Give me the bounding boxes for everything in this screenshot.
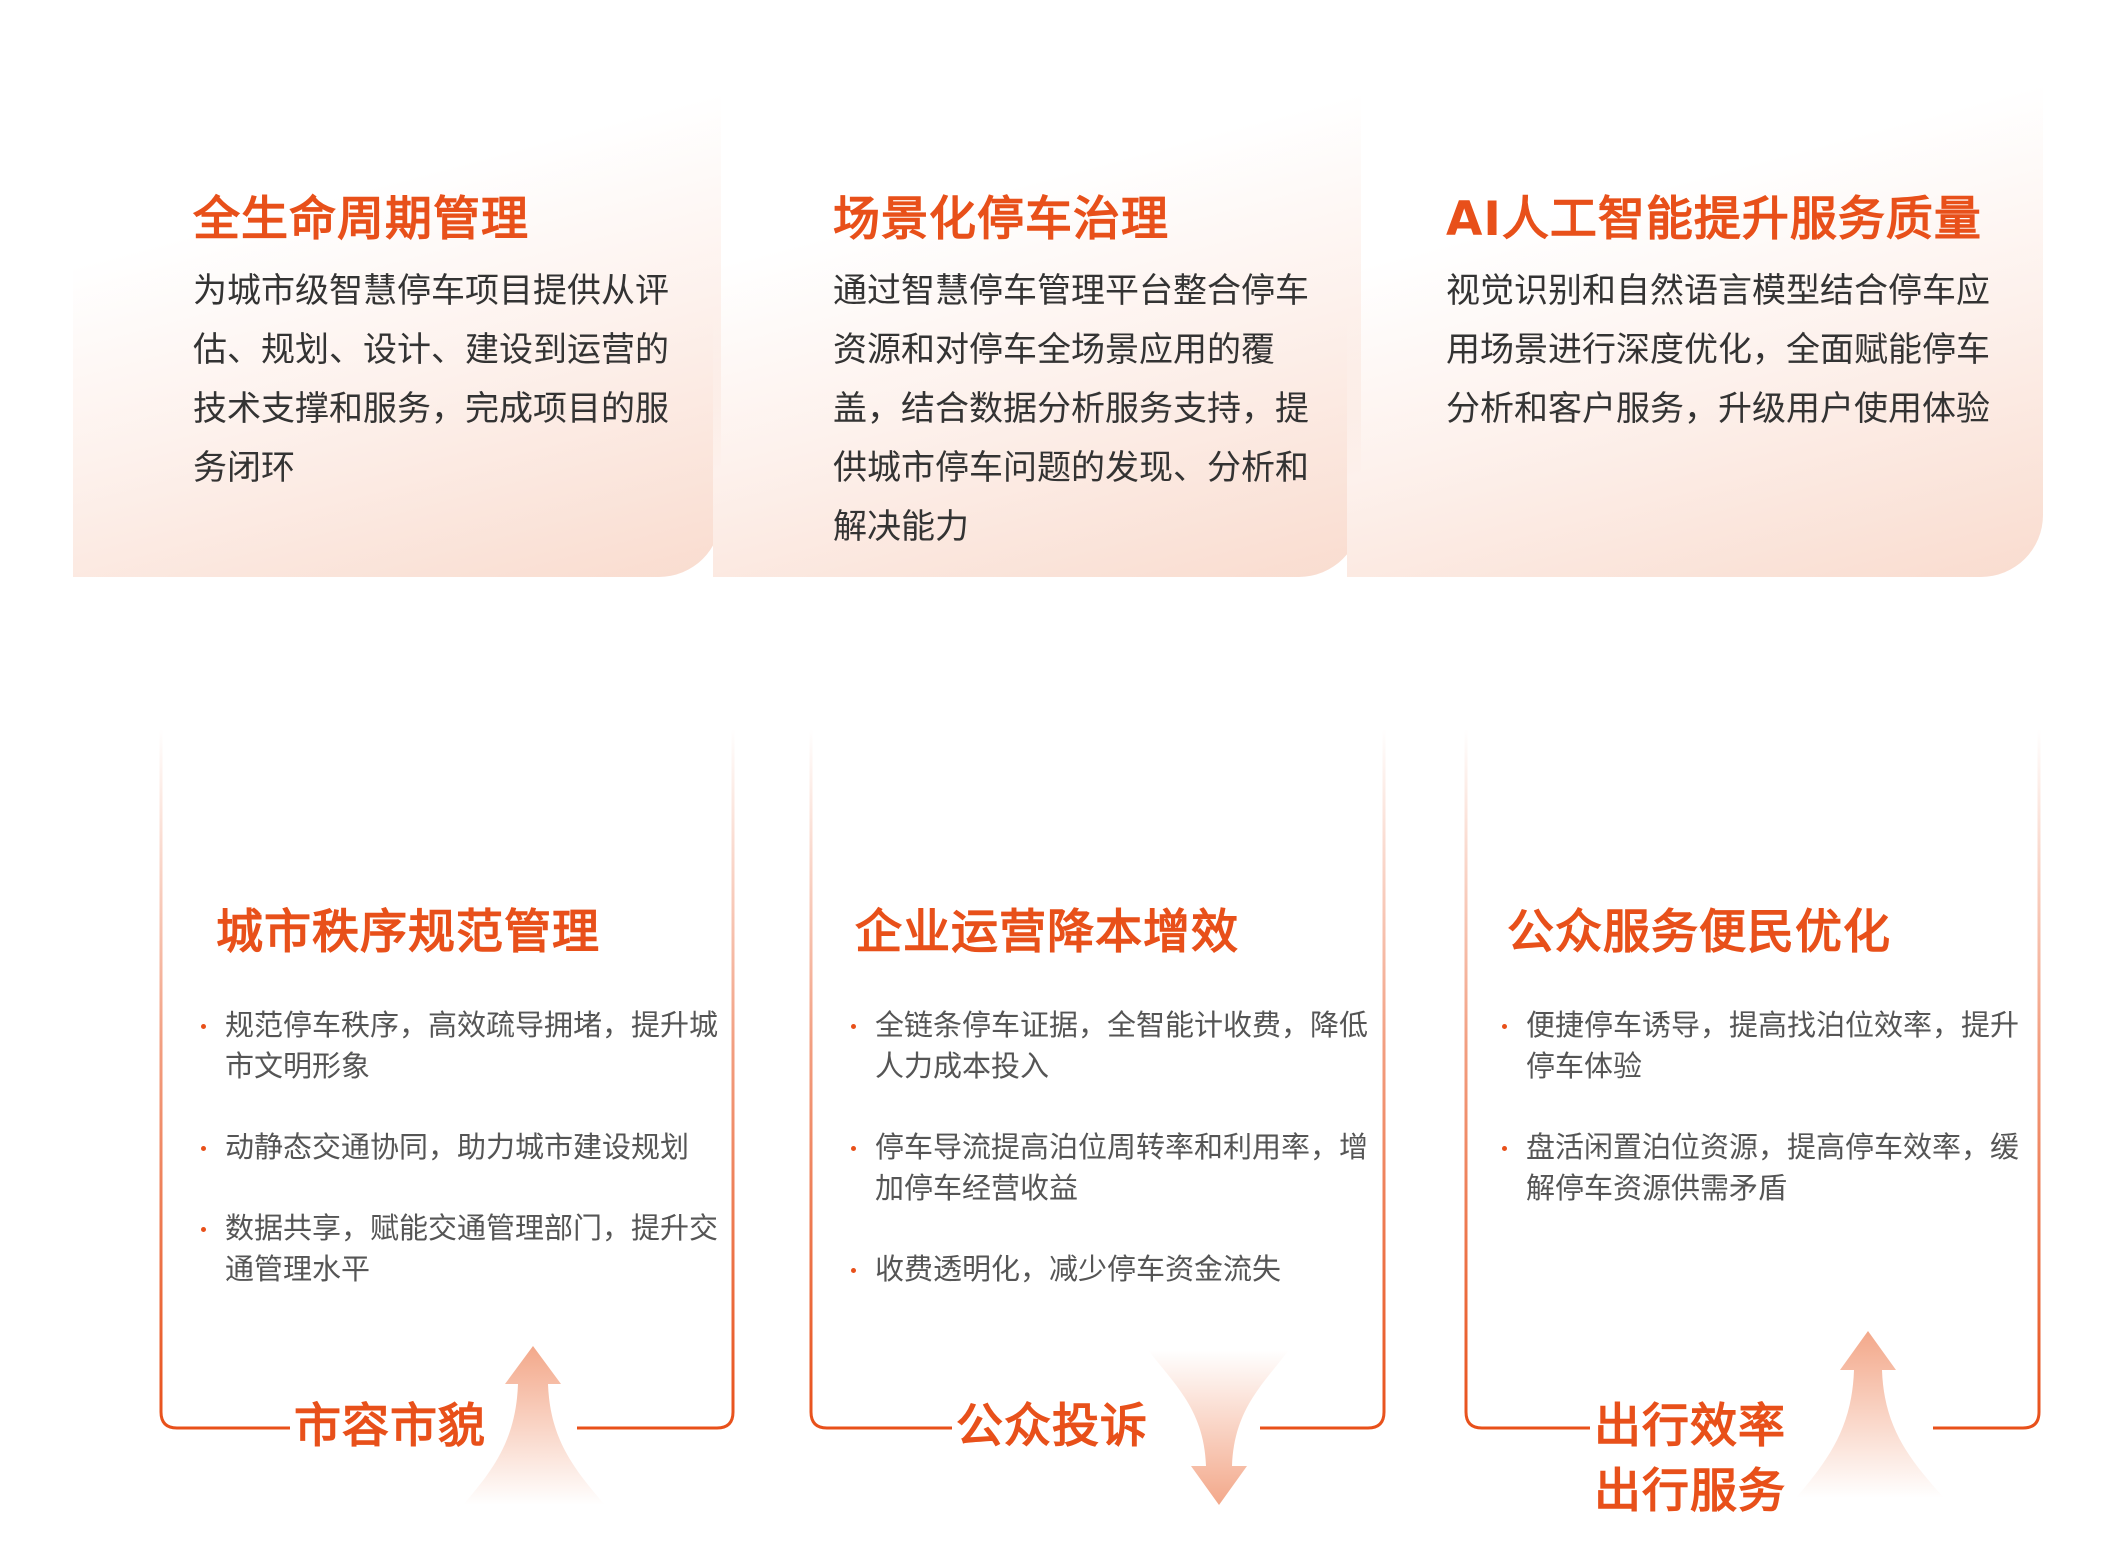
card-title: 全生命周期管理	[193, 192, 529, 247]
box-title: 城市秩序规范管理	[216, 905, 600, 960]
list-item: 全链条停车证据，全智能计收费，降低人力成本投入	[851, 1005, 1371, 1087]
feature-card-1	[73, 58, 721, 577]
list-item: 规范停车秩序，高效疏导拥堵，提升城市文明形象	[201, 1005, 721, 1087]
box-title: 公众服务便民优化	[1507, 905, 1891, 960]
frame-box-1-right	[577, 729, 735, 1430]
down-arrow-icon	[1148, 1350, 1289, 1505]
list-item: 动静态交通协同，助力城市建设规划	[201, 1127, 721, 1168]
benefit-list: 便捷停车诱导，提高找泊位效率，提升停车体验 盘活闲置泊位资源，提高停车效率，缓解…	[1502, 1005, 2022, 1249]
box-title: 企业运营降本增效	[855, 905, 1239, 960]
frame-box-3-left	[1464, 729, 1590, 1430]
frame-box-2-right	[1260, 729, 1386, 1430]
footer-label-2: 出行服务	[1594, 1464, 1786, 1519]
benefit-list: 全链条停车证据，全智能计收费，降低人力成本投入 停车导流提高泊位周转率和利用率，…	[851, 1005, 1371, 1330]
list-item: 便捷停车诱导，提高找泊位效率，提升停车体验	[1502, 1005, 2022, 1087]
frame-box-3-right	[1933, 729, 2041, 1430]
feature-card-3	[1347, 58, 2043, 577]
list-item: 停车导流提高泊位周转率和利用率，增加停车经营收益	[851, 1127, 1371, 1209]
frame-box-2-left	[809, 729, 952, 1430]
up-arrow-icon	[1796, 1331, 1944, 1498]
list-item: 收费透明化，减少停车资金流失	[851, 1249, 1371, 1290]
feature-card-2	[713, 58, 1361, 577]
frame-box-1-left	[159, 729, 290, 1430]
list-item: 盘活闲置泊位资源，提高停车效率，缓解停车资源供需矛盾	[1502, 1127, 2022, 1209]
card-title: 场景化停车治理	[833, 192, 1169, 247]
card-title: AI人工智能提升服务质量	[1446, 192, 1982, 247]
footer-label: 出行效率	[1594, 1399, 1786, 1454]
footer-label: 公众投诉	[956, 1399, 1148, 1454]
card-body: 通过智慧停车管理平台整合停车资源和对停车全场景应用的覆盖，结合数据分析服务支持，…	[833, 271, 1309, 547]
card-body: 为城市级智慧停车项目提供从评估、规划、设计、建设到运营的技术支撑和服务，完成项目…	[193, 271, 669, 488]
benefit-list: 规范停车秩序，高效疏导拥堵，提升城市文明形象 动静态交通协同，助力城市建设规划 …	[201, 1005, 721, 1330]
footer-label: 市容市貌	[294, 1399, 486, 1454]
up-arrow-icon	[463, 1346, 605, 1505]
list-item: 数据共享，赋能交通管理部门，提升交通管理水平	[201, 1208, 721, 1290]
card-body: 视觉识别和自然语言模型结合停车应用场景进行深度优化，全面赋能停车分析和客户服务，…	[1446, 271, 1990, 429]
